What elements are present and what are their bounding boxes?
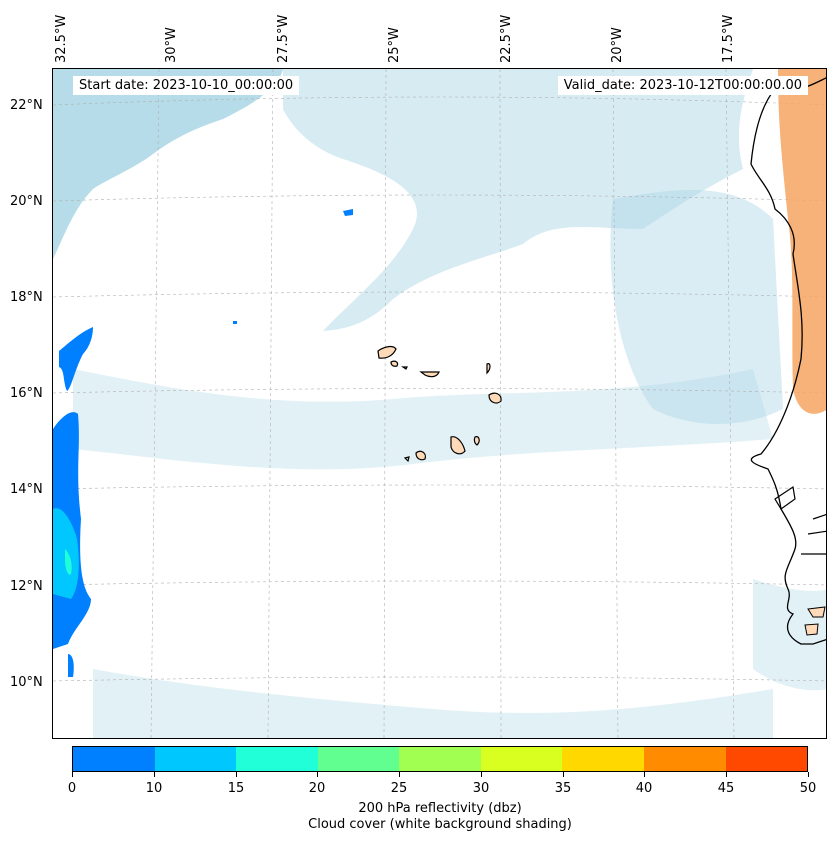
cloud-band-center — [73, 369, 773, 470]
colorbar-sublabel: Cloud cover (white background shading) — [308, 817, 572, 832]
lon-label-32-5w: 32.5°W — [54, 14, 69, 63]
reflectivity-cell-small — [233, 321, 237, 324]
lon-label-20w: 20°W — [610, 27, 625, 63]
colorbar-tick — [726, 772, 727, 777]
island-sao-vicente — [390, 360, 399, 367]
lat-label-18n: 18°N — [10, 290, 43, 305]
lat-label-20n: 20°N — [10, 194, 43, 209]
colorbar-segment-4 — [399, 747, 481, 771]
coastline-inlet-1 — [774, 485, 796, 510]
colorbar-segment-3 — [317, 747, 400, 771]
colorbar-segment-6 — [562, 747, 644, 771]
island-santa-luzia — [401, 366, 408, 370]
colorbar-segment-2 — [236, 747, 318, 771]
colorbar-tick-label: 50 — [799, 781, 817, 796]
valid-date-label: Valid_date: 2023-10-12T00:00:00.00 — [557, 76, 808, 95]
colorbar-tick — [481, 772, 482, 777]
desert-shading — [778, 69, 826, 414]
colorbar-segment-5 — [480, 747, 563, 771]
cape-verde-islands — [377, 345, 502, 463]
island-brava — [403, 456, 410, 463]
colorbar-tick-label: 15 — [227, 781, 245, 796]
coastline-inlet-2 — [801, 514, 826, 555]
colorbar-tick-label: 20 — [308, 781, 326, 796]
lat-label-16n: 16°N — [10, 386, 43, 401]
colorbar-tick-label: 10 — [145, 781, 163, 796]
cloud-patch-northwest — [53, 69, 283, 259]
island-santiago — [450, 436, 466, 455]
reflectivity-layer — [53, 209, 353, 677]
colorbar-tick — [808, 772, 809, 777]
colorbar-tick — [72, 772, 73, 777]
map-canvas — [53, 69, 826, 738]
lon-label-27-5w: 27.5°W — [276, 14, 291, 63]
map-frame[interactable] — [52, 68, 827, 739]
colorbar-tick-label: 35 — [554, 781, 572, 796]
lat-label-14n: 14°N — [10, 482, 43, 497]
colorbar-tick-label: 0 — [67, 781, 77, 796]
colorbar-tick-label: 25 — [390, 781, 408, 796]
cloud-cover-layer — [53, 69, 826, 738]
colorbar-tick-label: 45 — [717, 781, 735, 796]
lon-label-30w: 30°W — [164, 27, 179, 63]
island-maio — [473, 436, 480, 446]
colorbar-segment-1 — [154, 747, 237, 771]
start-date-label: Start date: 2023-10-10_00:00:00 — [73, 76, 300, 95]
cloud-patch-east — [610, 190, 783, 424]
colorbar-segment-7 — [643, 747, 726, 771]
reflectivity-cell-north — [343, 209, 353, 216]
cloud-band-south — [93, 669, 773, 738]
lat-label-10n: 10°N — [10, 675, 43, 690]
lon-label-22-5w: 22.5°W — [499, 14, 514, 63]
colorbar-segment-0 — [73, 747, 155, 771]
island-santo-antao — [377, 345, 397, 359]
island-boa-vista — [488, 392, 502, 404]
colorbar-tick-label: 40 — [635, 781, 653, 796]
island-sal — [486, 363, 491, 375]
lat-label-22n: 22°N — [10, 98, 43, 113]
colorbar-tick — [399, 772, 400, 777]
lon-label-17-5w: 17.5°W — [721, 14, 736, 63]
african-coastline — [750, 77, 826, 645]
reflectivity-west-band-peak — [65, 549, 72, 575]
colorbar-tick — [154, 772, 155, 777]
lat-label-12n: 12°N — [10, 579, 43, 594]
colorbar-tick — [236, 772, 237, 777]
island-fogo — [415, 450, 426, 461]
colorbar-tick-label: 30 — [472, 781, 490, 796]
island-sao-nicolau — [419, 371, 440, 378]
colorbar-label: 200 hPa reflectivity (dbz) — [358, 801, 522, 816]
colorbar-segment-8 — [725, 747, 808, 771]
lon-label-25w: 25°W — [387, 27, 402, 63]
colorbar-tick — [317, 772, 318, 777]
colorbar-tick — [644, 772, 645, 777]
cloud-patch-north-central — [283, 69, 753, 331]
graticule — [53, 69, 826, 738]
reflectivity-cell-south — [68, 654, 74, 677]
reflectivity-cell-northwest — [59, 327, 93, 391]
colorbar-tick — [563, 772, 564, 777]
reflectivity-colorbar — [72, 746, 808, 772]
bissagos-islands — [804, 606, 826, 636]
